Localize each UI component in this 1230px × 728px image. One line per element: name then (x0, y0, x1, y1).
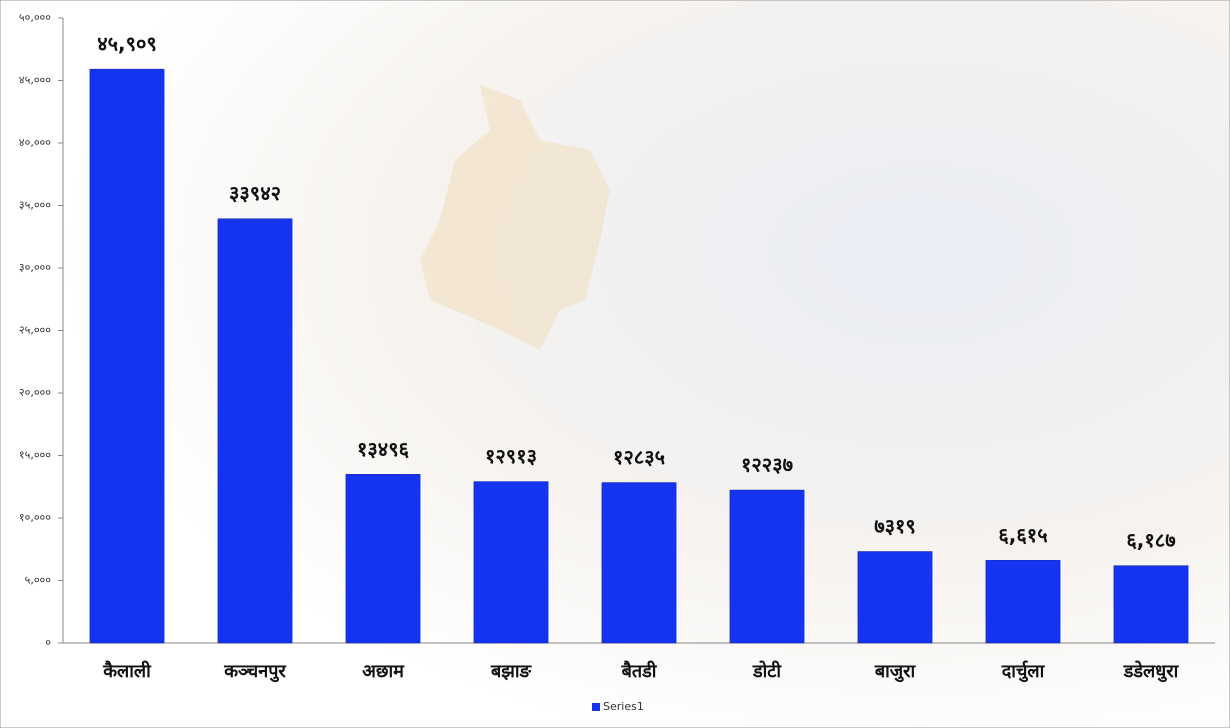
x-tick-label: बझाङ (490, 661, 533, 682)
y-tick-label: ५,००० (25, 574, 52, 587)
y-tick-label: ० (45, 636, 51, 649)
bar (89, 68, 165, 644)
bar (985, 560, 1061, 644)
bar (217, 218, 293, 644)
y-tick-label: ४०,००० (19, 136, 51, 149)
x-tick-label: कैलाली (102, 660, 152, 682)
x-tick-label: दार्चुला (1001, 660, 1046, 683)
y-tick-label: ४५,००० (19, 74, 51, 87)
value-label: ६,६१५ (998, 523, 1047, 547)
value-label: ६,१८७ (1126, 528, 1175, 552)
value-label: ३३९४२ (229, 181, 281, 205)
x-tick-label: बाजुरा (874, 661, 917, 683)
value-label: १२९१३ (485, 444, 537, 468)
bar (1113, 565, 1189, 644)
map-decoration (420, 85, 610, 350)
x-tick-label: अछाम (362, 661, 405, 682)
y-tick-label: १५,००० (19, 449, 51, 462)
bar (345, 474, 421, 644)
legend-swatch (592, 703, 600, 711)
bar (729, 489, 805, 644)
bar (601, 482, 677, 644)
x-tick-label: कञ्चनपुर (223, 661, 286, 683)
bar (857, 551, 933, 644)
x-tick-label: डोटी (752, 660, 782, 682)
y-tick-label: २५,००० (19, 324, 51, 337)
value-label: ७३१९ (874, 514, 916, 538)
value-label: १२८३५ (613, 445, 665, 469)
value-label: ४५,९०९ (97, 32, 157, 56)
y-tick-label: ३५,००० (19, 199, 51, 212)
x-tick-label: डडेलधुरा (1123, 660, 1180, 683)
y-tick-label: २०,००० (19, 386, 51, 399)
y-tick-label: ५०,००० (19, 11, 51, 24)
x-tick-label: बैतडी (621, 660, 658, 682)
y-tick-label: ३०,००० (19, 261, 51, 274)
y-tick-label: १०,००० (19, 511, 51, 524)
legend-label: Series1 (603, 700, 644, 713)
value-label: १२२३७ (741, 453, 793, 477)
bar (473, 481, 549, 644)
value-label: १३४९६ (357, 437, 410, 461)
